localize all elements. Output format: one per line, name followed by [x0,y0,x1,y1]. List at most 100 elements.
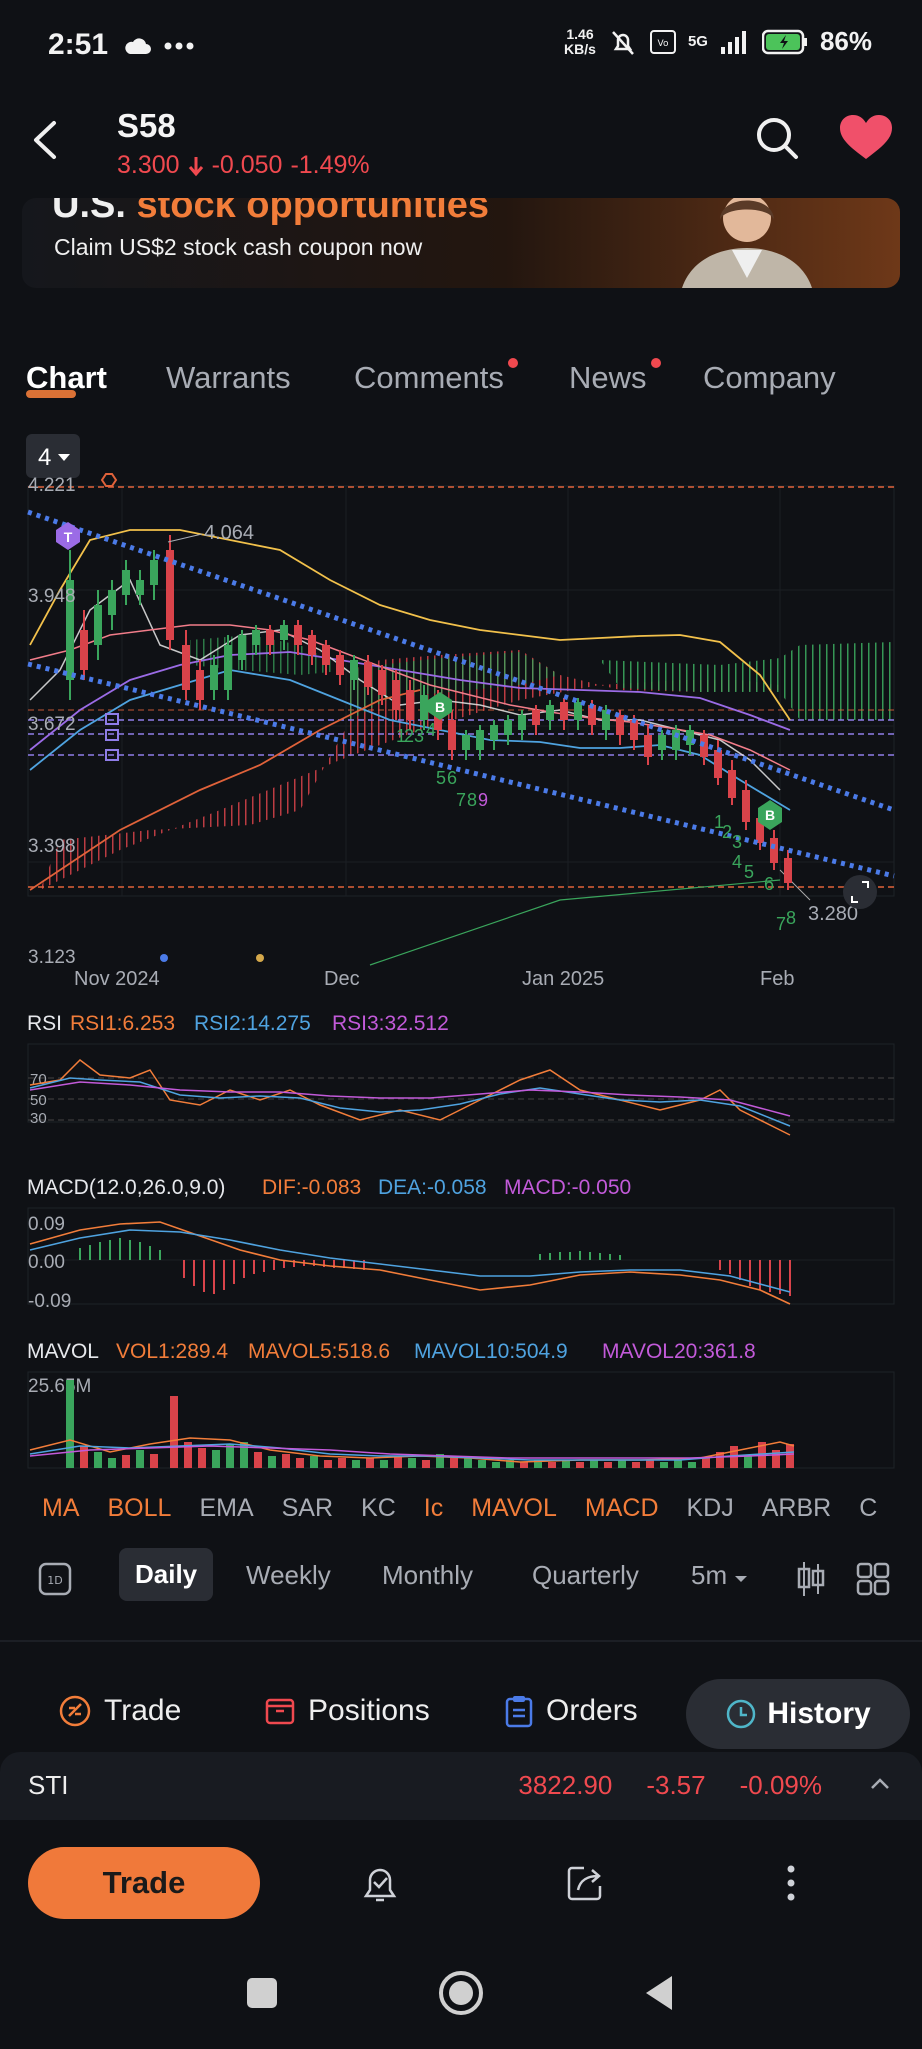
indicator-more[interactable]: C [859,1493,878,1522]
svg-text:0.00: 0.00 [28,1252,65,1273]
svg-text:3: 3 [414,726,424,746]
mavol-panel[interactable]: MAVOL VOL1:289.4 MAVOL5:518.6 MAVOL10:50… [27,1340,895,1469]
layout-grid-icon[interactable] [856,1562,890,1596]
down-arrow-icon [188,156,203,176]
more-dots-icon [164,42,194,50]
share-icon[interactable] [562,1860,608,1906]
price-chart[interactable]: T B B 1 2 3 4 [27,473,895,990]
svg-text:Dec: Dec [324,968,360,990]
indicator-selector: MA BOLL EMA SAR KC Ic MAVOL MACD KDJ ARB… [0,1488,922,1528]
candlestick-icon[interactable] [796,1560,826,1598]
svg-text:B: B [435,699,445,715]
svg-text:9: 9 [478,790,488,810]
banner-subtitle: Claim US$2 stock cash coupon now [54,234,423,260]
index-values: 3822.90 -3.57 -0.09% [518,1770,822,1801]
svg-text:6: 6 [447,768,457,788]
tab-company[interactable]: Company [703,360,836,395]
svg-text:5: 5 [744,862,754,882]
indicator-mavol[interactable]: MAVOL [471,1493,557,1522]
search-icon[interactable] [752,113,802,163]
svg-text:RSI2:14.275: RSI2:14.275 [194,1012,311,1035]
svg-text:7: 7 [456,790,466,810]
index-ticker-bar[interactable]: STI 3822.90 -3.57 -0.09% [0,1752,922,1820]
svg-text:3.948: 3.948 [28,586,76,607]
indicator-ma[interactable]: MA [42,1493,80,1522]
price-alert-icon[interactable] [357,1860,403,1906]
mute-bell-icon [612,30,634,55]
one-day-icon[interactable]: 1D [38,1562,72,1596]
section-divider [0,1640,922,1642]
orders-tab[interactable]: Orders [504,1694,638,1728]
indicator-ichimoku[interactable]: Ic [423,1493,444,1522]
indicator-boll[interactable]: BOLL [107,1493,172,1522]
svg-text:5: 5 [436,768,446,788]
chart-area[interactable]: 4 [0,430,922,1480]
indicator-ema[interactable]: EMA [199,1493,254,1522]
svg-text:1: 1 [396,726,406,746]
indicator-arbr[interactable]: ARBR [761,1493,832,1522]
period-weekly[interactable]: Weekly [246,1560,331,1590]
indicator-kc[interactable]: KC [361,1493,396,1522]
positions-tab[interactable]: Positions [264,1694,430,1728]
history-tab[interactable]: History [686,1679,910,1749]
back-arrow-icon[interactable] [22,115,72,165]
period-daily[interactable]: Daily [119,1548,214,1601]
svg-text:DIF:-0.083: DIF:-0.083 [262,1176,361,1199]
tab-comments[interactable]: Comments [354,358,518,396]
index-value: 3822.90 [518,1770,613,1800]
trade-tab[interactable]: Trade [58,1694,181,1728]
fullscreen-icon[interactable] [843,875,877,909]
trade-button[interactable]: Trade [28,1847,260,1919]
chevron-up-icon[interactable] [868,1772,892,1796]
indicator-sar[interactable]: SAR [281,1493,334,1522]
svg-text:25.65M: 25.65M [28,1376,91,1397]
stock-change-pct: -1.49% [290,151,370,179]
svg-text:MAVOL: MAVOL [27,1340,99,1363]
buy-marker-t[interactable]: T [56,522,80,550]
macd-panel[interactable]: MACD(12.0,26.0,9.0) DIF:-0.083 DEA:-0.05… [27,1176,895,1312]
buy-marker-b[interactable]: B [758,800,782,830]
period-bar: 1D Daily Weekly Monthly Quarterly 5m [0,1548,922,1610]
active-tab-underline [26,390,76,398]
status-time: 2:51 [48,28,109,61]
period-monthly[interactable]: Monthly [382,1560,474,1590]
tab-warrants[interactable]: Warrants [166,360,291,395]
buy-marker-b[interactable]: B [428,692,452,720]
stock-ticker: S58 [117,107,176,144]
net-speed: 1.46 KB/s [564,25,596,57]
svg-text:Nov 2024: Nov 2024 [74,968,160,990]
index-name: STI [28,1770,69,1800]
recents-square-icon[interactable] [237,1968,287,2018]
home-circle-icon[interactable] [436,1968,486,2018]
period-selector[interactable]: 4 [26,434,80,478]
svg-text:B: B [765,807,775,823]
period-quarterly[interactable]: Quarterly [532,1560,639,1590]
svg-text:3.123: 3.123 [28,947,76,968]
indicator-kdj[interactable]: KDJ [686,1493,734,1522]
promo-banner[interactable]: U.S. stock opportunities Claim US$2 stoc… [22,198,900,288]
index-change-pct: -0.09% [739,1770,822,1800]
last-price-label: 3.280 [808,903,858,925]
favorite-heart-icon[interactable] [838,113,894,163]
signal-icon [720,30,746,54]
cloud-icon [125,38,151,54]
svg-text:4: 4 [38,444,51,471]
orders-icon [505,1696,533,1728]
positions-icon [265,1698,295,1725]
stock-price: 3.300 [117,151,180,179]
indicator-macd[interactable]: MACD [584,1493,659,1522]
tab-news[interactable]: News [569,358,661,396]
svg-text:50: 50 [30,1092,47,1109]
svg-text:2: 2 [404,726,414,746]
svg-text:Vo: Vo [657,39,668,49]
tab-chart[interactable]: Chart [26,360,107,395]
alert-markers [100,473,264,962]
svg-text:6: 6 [764,874,774,894]
more-vertical-icon[interactable] [768,1860,814,1906]
svg-text:DEA:-0.058: DEA:-0.058 [378,1176,487,1199]
period-minute-dropdown[interactable]: 5m [691,1560,748,1591]
detail-tabs: Chart Warrants Comments News Company [0,350,922,410]
rsi-panel[interactable]: RSI RSI1:6.253 RSI2:14.275 RSI3:32.512 7… [27,1012,895,1136]
stock-change: -0.050 [211,151,283,179]
back-triangle-icon[interactable] [634,1968,684,2018]
